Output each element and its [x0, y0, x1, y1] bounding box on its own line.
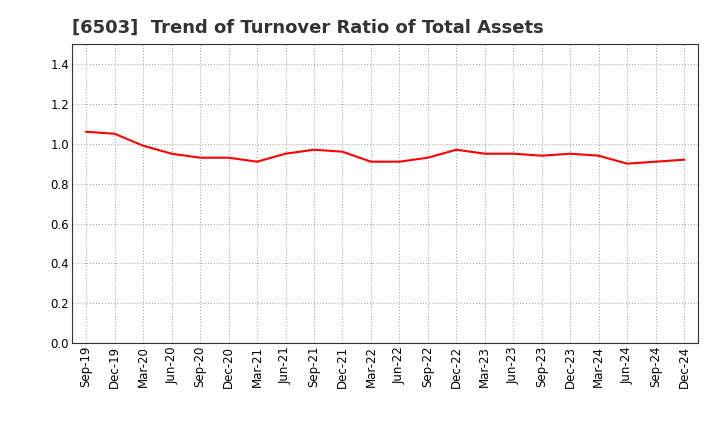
- Text: [6503]  Trend of Turnover Ratio of Total Assets: [6503] Trend of Turnover Ratio of Total …: [72, 19, 544, 37]
